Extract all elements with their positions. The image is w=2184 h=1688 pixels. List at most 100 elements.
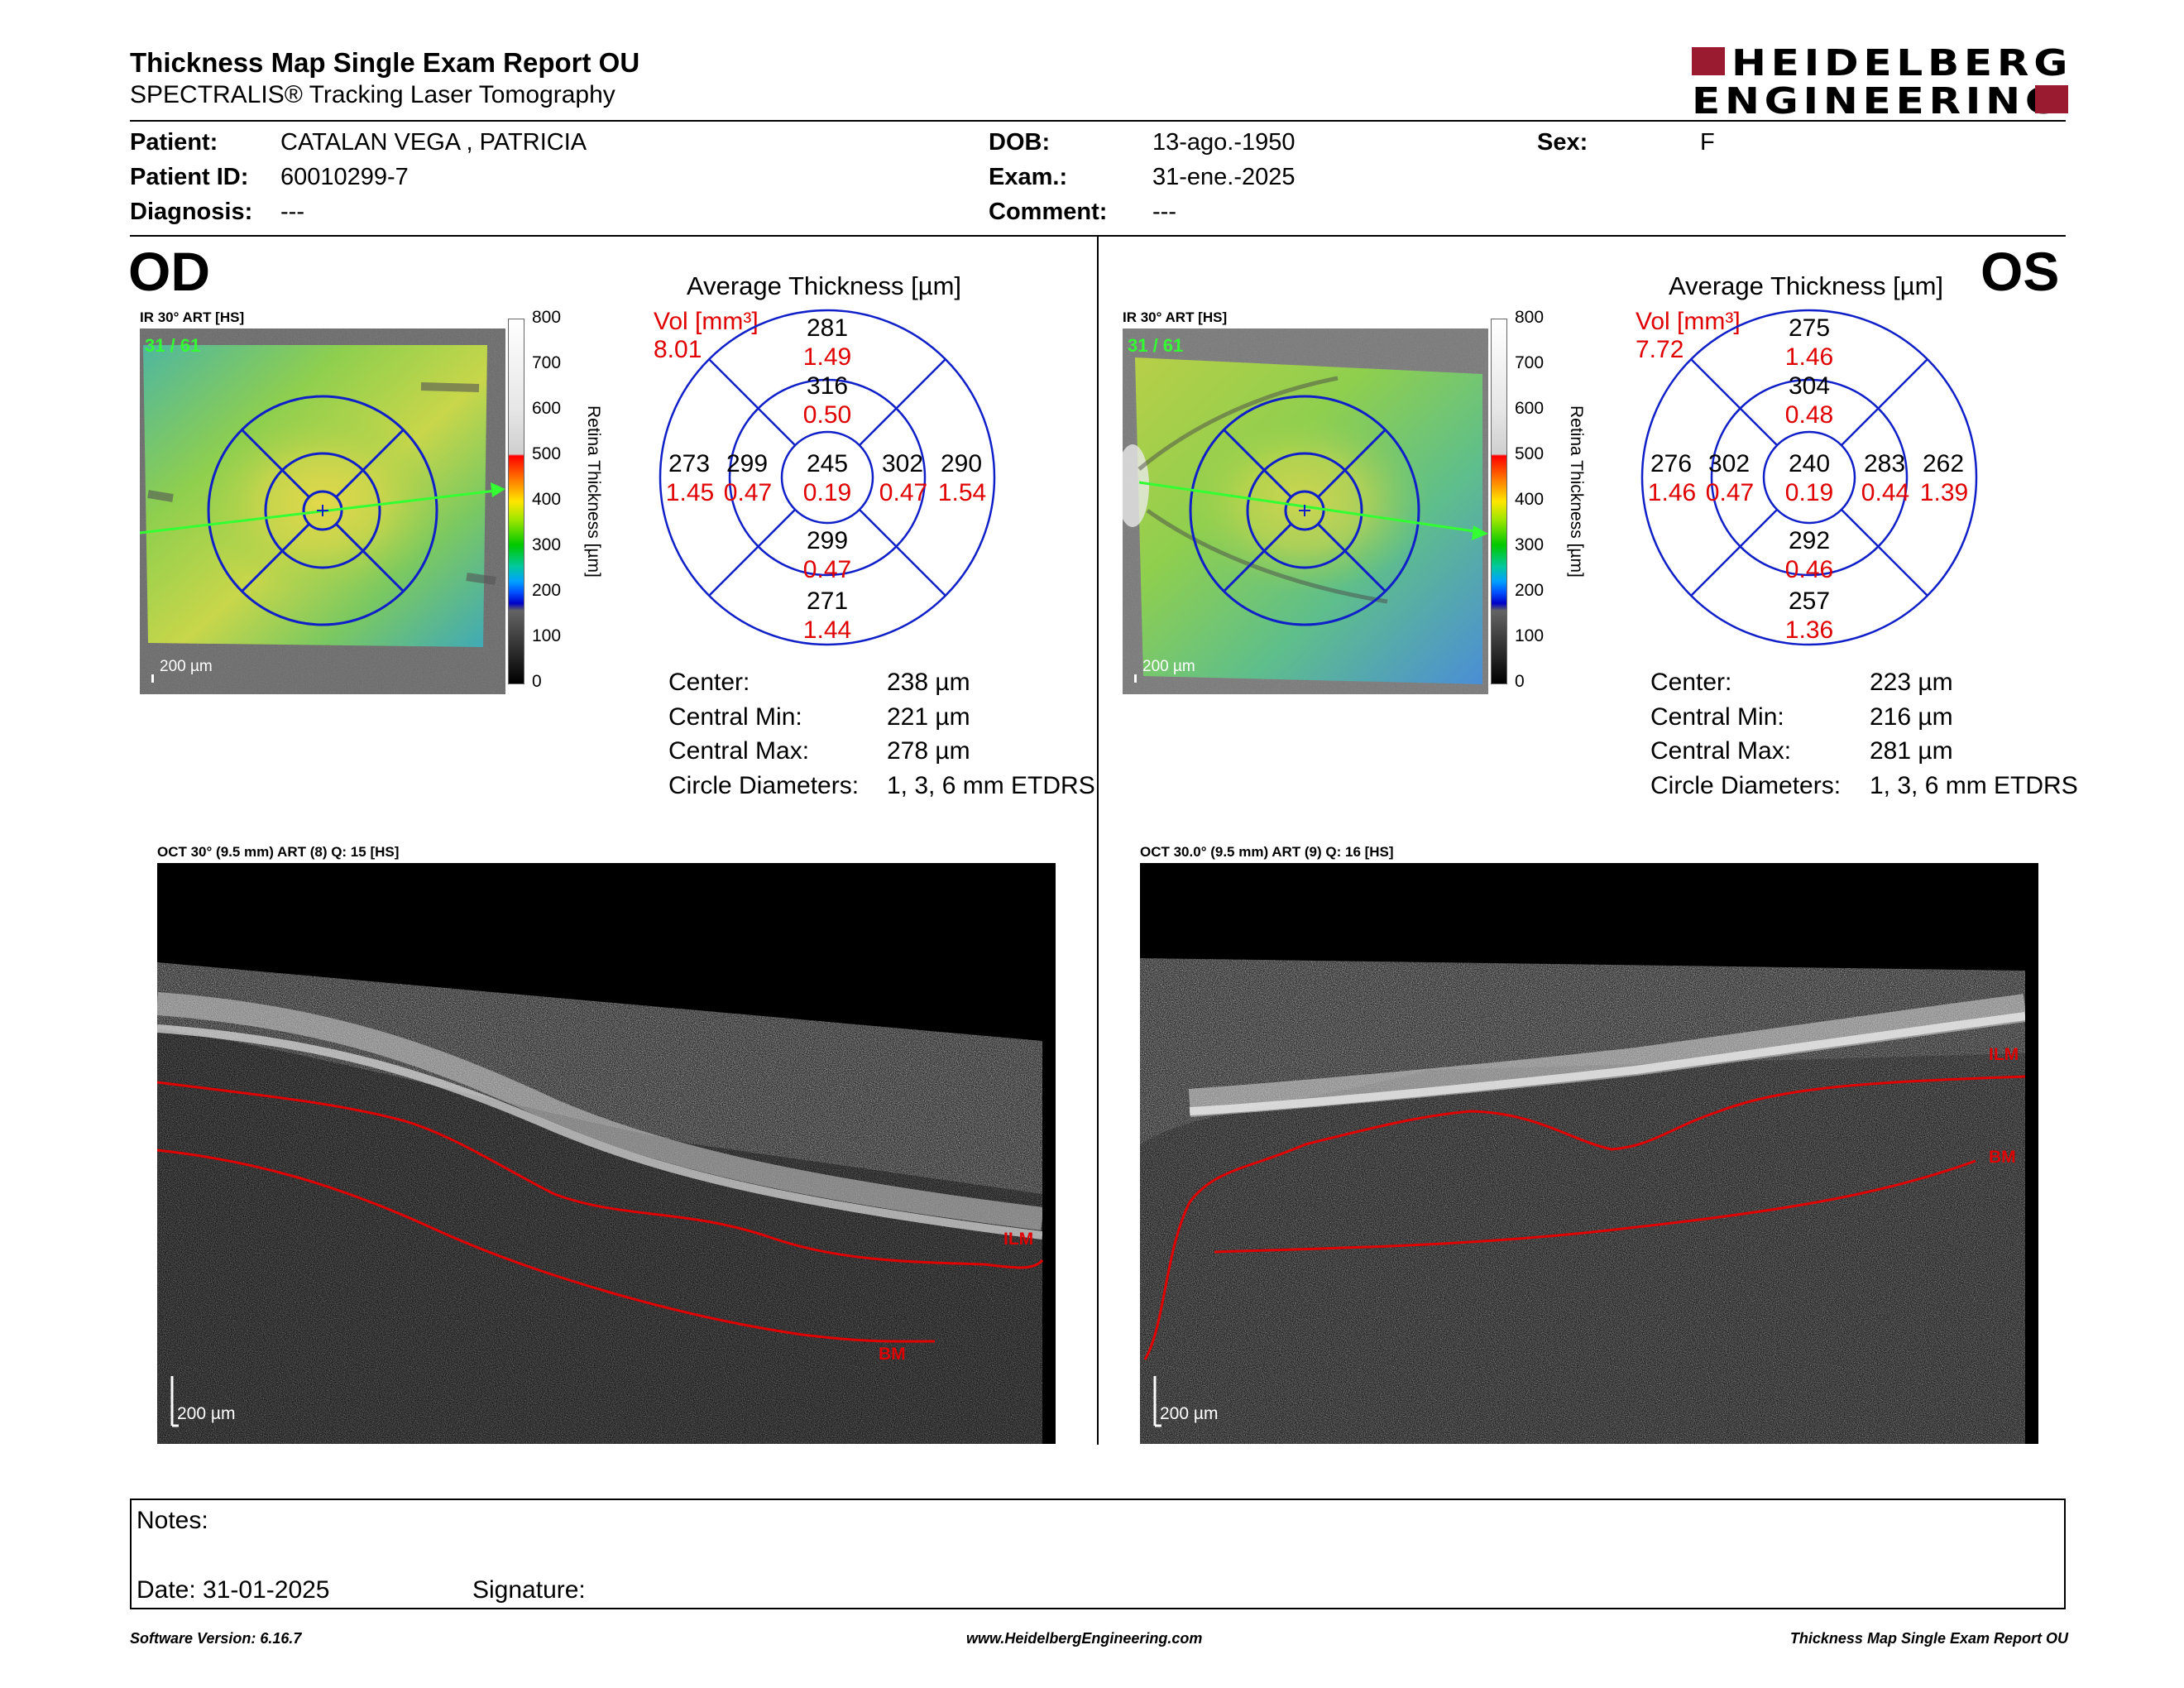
logo-square-top: [1692, 47, 1725, 75]
os-outer-superior-vol: 1.46: [1784, 343, 1834, 371]
od-cb-tick: 800: [532, 308, 562, 327]
comment-value: ---: [1152, 199, 1176, 225]
od-cb-tick: 200: [532, 581, 562, 600]
od-center-vol: 0.19: [802, 479, 852, 506]
os-etdrs-grid: 275 1.46 304 0.48 276 1.46 302 0.47 240 …: [1640, 308, 1979, 647]
os-inner-nasal: 302: [1707, 450, 1751, 477]
os-center-value: 223 µm: [1870, 669, 1953, 696]
dob-value: 13-ago.-1950: [1152, 129, 1296, 156]
od-diam-value: 1, 3, 6 mm ETDRS: [887, 772, 1095, 799]
od-ilm-label: ILM: [1003, 1230, 1034, 1249]
os-colorbar-ticks: 800 700 600 500 400 300 200 100 0: [1506, 308, 1556, 697]
od-vol-value: 8.01: [654, 336, 702, 363]
os-min-label: Central Min:: [1650, 703, 1784, 731]
od-fundus-scale: 200 µm: [160, 658, 213, 675]
od-inner-temporal: 302: [881, 450, 924, 477]
od-cb-tick: 100: [532, 626, 562, 645]
os-outer-temporal-vol: 1.39: [1919, 479, 1969, 506]
logo-word-top: HEIDELBERG: [1731, 42, 2073, 84]
od-max-label: Central Max:: [668, 737, 810, 765]
od-min-label: Central Min:: [668, 703, 802, 731]
os-diam-label: Circle Diameters:: [1650, 772, 1842, 799]
os-fundus-image: 31 / 61 200 µm: [1123, 328, 1488, 694]
od-outer-inferior-vol: 1.44: [802, 616, 852, 644]
od-center: 245: [806, 450, 849, 477]
os-thickness-colorbar: [1491, 319, 1507, 684]
os-frame-counter: 31 / 61: [1128, 335, 1184, 356]
footer-url[interactable]: www.HeidelbergEngineering.com: [966, 1630, 1203, 1647]
patient-divider: [130, 235, 2066, 237]
od-inner-nasal-vol: 0.47: [723, 479, 773, 506]
os-inner-superior: 304: [1788, 372, 1831, 400]
od-vol-label: Vol [mm³]: [654, 308, 759, 335]
od-outer-nasal-vol: 1.45: [665, 479, 715, 506]
os-oct-scale: 200 µm: [1160, 1404, 1219, 1423]
od-oct-scan: 200 µm ILM BM: [157, 863, 1056, 1444]
comment-label: Comment:: [989, 199, 1108, 225]
od-cb-tick: 0: [532, 672, 542, 691]
diagnosis-value: ---: [280, 199, 304, 225]
od-scale-bar: [151, 674, 154, 683]
os-cb-tick: 700: [1515, 353, 1545, 372]
os-outer-temporal: 262: [1922, 450, 1965, 477]
od-outer-temporal-vol: 1.54: [937, 479, 987, 506]
os-center-vol: 0.19: [1784, 479, 1834, 506]
od-outer-temporal: 290: [940, 450, 983, 477]
od-outer-superior-vol: 1.49: [802, 343, 852, 371]
exam-value: 31-ene.-2025: [1152, 164, 1296, 190]
od-inner-inferior: 299: [806, 527, 849, 554]
od-inner-nasal: 299: [726, 450, 769, 477]
os-cb-tick: 600: [1515, 399, 1545, 418]
os-cb-tick: 200: [1515, 581, 1545, 600]
footer-report-name: Thickness Map Single Exam Report OU: [1789, 1630, 2068, 1647]
os-center: 240: [1788, 450, 1831, 477]
notes-date: Date: 31-01-2025: [136, 1576, 330, 1604]
os-cb-tick: 500: [1515, 444, 1545, 463]
os-scale-bar: [1134, 674, 1137, 683]
patient-name: CATALAN VEGA , PATRICIA: [280, 129, 587, 156]
notes-signature: Signature:: [472, 1576, 586, 1604]
od-fundus-label: IR 30° ART [HS]: [140, 309, 245, 325]
diagnosis-label: Diagnosis:: [130, 199, 253, 225]
sex-label: Sex:: [1537, 129, 1588, 156]
od-center-label: Center:: [668, 669, 750, 696]
os-colorbar-title: Retina Thickness [µm]: [1566, 405, 1588, 596]
os-fundus-label: IR 30° ART [HS]: [1123, 309, 1228, 325]
os-outer-inferior: 257: [1788, 587, 1831, 615]
footer-version: Software Version: 6.16.7: [130, 1630, 302, 1647]
od-outer-inferior: 271: [806, 587, 849, 615]
os-oct-scan: 200 µm ILM BM: [1140, 863, 2038, 1444]
patient-id: 60010299-7: [280, 164, 409, 190]
od-outer-nasal: 273: [668, 450, 711, 477]
sex-value: F: [1700, 129, 1715, 156]
os-cb-tick: 400: [1515, 490, 1545, 509]
od-cb-tick: 400: [532, 490, 562, 509]
od-outer-superior: 281: [806, 314, 849, 342]
od-fundus-image: 31 / 61 200 µm: [140, 328, 505, 694]
notes-box[interactable]: Notes: Date: 31-01-2025 Signature:: [130, 1499, 2066, 1609]
os-cb-tick: 0: [1515, 672, 1525, 691]
os-cb-tick: 300: [1515, 535, 1545, 554]
od-oct-scale: 200 µm: [177, 1404, 236, 1423]
dob-label: DOB:: [989, 129, 1051, 156]
od-inner-inferior-vol: 0.47: [802, 556, 852, 583]
os-cb-tick: 100: [1515, 626, 1545, 645]
os-bm-label: BM: [1989, 1148, 2016, 1167]
od-cb-tick: 600: [532, 399, 562, 418]
od-avg-title: Average Thickness [µm]: [687, 271, 962, 300]
od-frame-counter: 31 / 61: [145, 335, 201, 356]
eye-label-od: OD: [128, 241, 210, 302]
od-cb-tick: 500: [532, 444, 562, 463]
od-bm-label: BM: [879, 1345, 906, 1364]
os-inner-inferior-vol: 0.46: [1784, 556, 1834, 583]
eye-divider: [1097, 237, 1099, 1445]
od-center-value: 238 µm: [887, 669, 970, 696]
od-colorbar-title-text: Retina Thickness [µm]: [584, 405, 603, 578]
od-min-value: 221 µm: [887, 703, 970, 731]
logo-square-bottom: [2035, 85, 2068, 113]
os-outer-nasal: 276: [1650, 450, 1693, 477]
od-inner-superior: 316: [806, 372, 849, 400]
report-subtitle: SPECTRALIS® Tracking Laser Tomography: [130, 81, 615, 108]
od-max-value: 278 µm: [887, 737, 970, 765]
os-fundus-scale: 200 µm: [1142, 658, 1195, 675]
